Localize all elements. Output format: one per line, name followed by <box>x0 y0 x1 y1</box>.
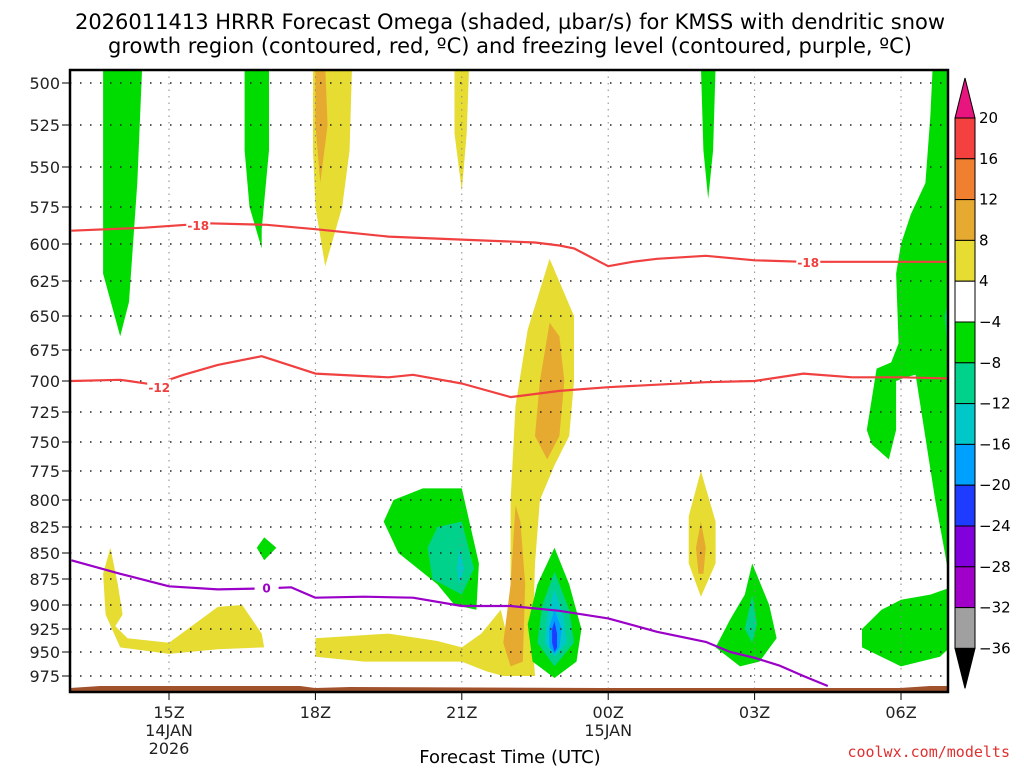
colorbar-label: −24 <box>979 517 1011 535</box>
colorbar-extend-bottom <box>954 647 976 689</box>
omega-cell-orange <box>696 521 706 574</box>
contour-label: 0 <box>262 581 270 595</box>
omega-cell-green <box>244 70 269 249</box>
y-tick-label: 500 <box>29 74 60 93</box>
omega-cell-green <box>256 537 277 561</box>
colorbar-label: −12 <box>979 395 1011 413</box>
colorbar-segment <box>954 362 976 405</box>
colorbar-segment <box>954 321 976 364</box>
omega-cell-teal <box>744 594 757 643</box>
y-tick-label: 650 <box>29 307 60 326</box>
x-tick-label: 15JAN <box>584 721 632 740</box>
contour-label-bg <box>796 253 821 269</box>
credit-link[interactable]: coolwx.com/modelts <box>847 743 1010 761</box>
y-tick-label: 925 <box>29 620 60 639</box>
omega-cell-green <box>862 588 948 667</box>
colorbar-segment <box>954 443 976 486</box>
colorbar-label: −20 <box>979 476 1011 494</box>
y-axis: 500 525 550 575 600 625 650 675 700 725 750 775 800 8… <box>29 74 70 686</box>
colorbar-label: −32 <box>979 599 1011 617</box>
y-tick-label: 550 <box>29 158 60 177</box>
colorbar-label: −36 <box>979 639 1011 657</box>
contour-label: -18 <box>187 219 209 233</box>
x-tick-label: 18Z <box>300 703 331 722</box>
plot-area: -18 -18 -12 0 <box>68 68 950 694</box>
y-tick-label: 875 <box>29 570 60 589</box>
colorbar-label: 12 <box>979 191 998 209</box>
omega-cell-green <box>866 70 948 572</box>
y-tick-label: 950 <box>29 643 60 662</box>
contour-label: -18 <box>797 256 819 270</box>
omega-lowlevel-yellow <box>103 547 265 654</box>
omega-cell-blue <box>552 621 557 652</box>
y-tick-label: 750 <box>29 433 60 452</box>
x-tick-label: 2026 <box>149 739 190 758</box>
x-tick-label: 14JAN <box>145 721 193 740</box>
x-tick-label: 00Z <box>593 703 624 722</box>
y-tick-label: 900 <box>29 596 60 615</box>
colorbar-segment <box>954 117 976 160</box>
omega-cell-green <box>103 70 143 337</box>
x-tick-label: 03Z <box>739 703 770 722</box>
colorbar-label: 20 <box>979 109 998 127</box>
y-tick-label: 975 <box>29 667 60 686</box>
contour-label-bg <box>254 579 279 595</box>
y-tick-label: 800 <box>29 491 60 510</box>
colorbar-segment <box>954 525 976 568</box>
omega-cell-teal <box>427 521 474 595</box>
colorbar-segment <box>954 280 976 323</box>
y-tick-label: 850 <box>29 544 60 563</box>
colorbar-label: −16 <box>979 435 1011 453</box>
x-tick-label: 06Z <box>885 703 916 722</box>
omega-cell-orange <box>315 70 328 183</box>
contour-label: -12 <box>148 381 170 395</box>
colorbar: 20 16 12 8 4 −4 −8 −12 −16 −20 −24 −28 −32 −36 <box>954 77 1011 689</box>
terrain-fill <box>70 686 948 692</box>
omega-cell-cyan <box>456 547 465 585</box>
y-tick-label: 825 <box>29 518 60 537</box>
colorbar-extend-top <box>954 77 976 119</box>
contour-line <box>71 355 948 399</box>
colorbar-label: −28 <box>979 558 1011 576</box>
contour-lines: -18 -18 -12 0 <box>71 216 948 688</box>
y-tick-label: 600 <box>29 235 60 254</box>
x-tick-label: 21Z <box>446 703 477 722</box>
contour-label-bg <box>147 379 172 395</box>
x-tick-label: 15Z <box>153 703 184 722</box>
y-tick-label: 525 <box>29 116 60 135</box>
contour-line <box>71 559 829 688</box>
omega-plume-orange <box>503 505 526 667</box>
terrain-surface <box>70 686 948 692</box>
chart-subtitle: growth region (contoured, red, ºC) and f… <box>108 34 912 58</box>
y-tick-label: 775 <box>29 462 60 481</box>
y-tick-label: 700 <box>29 372 60 391</box>
colorbar-label: 4 <box>979 272 989 290</box>
colorbar-segment <box>954 239 976 282</box>
x-axis-label: Forecast Time (UTC) <box>419 747 600 768</box>
colorbar-segment <box>954 484 976 527</box>
y-tick-label: 575 <box>29 198 60 217</box>
colorbar-segment <box>954 158 976 201</box>
colorbar-label: −4 <box>979 313 1001 331</box>
colorbar-segment <box>954 566 976 609</box>
omega-cell-yellow <box>454 70 469 191</box>
contour-label-bg <box>186 216 211 232</box>
y-tick-label: 625 <box>29 272 60 291</box>
colorbar-segment <box>954 403 976 445</box>
colorbar-segment <box>954 607 976 649</box>
chart-title: 2026011413 HRRR Forecast Omega (shaded, … <box>75 10 945 34</box>
y-tick-label: 675 <box>29 341 60 360</box>
colorbar-label: 16 <box>979 150 998 168</box>
colorbar-label: −8 <box>979 354 1001 372</box>
y-tick-label: 725 <box>29 403 60 422</box>
omega-cell-green <box>701 70 716 199</box>
omega-shading <box>103 70 948 678</box>
omega-cell-green <box>715 563 777 667</box>
colorbar-label: 8 <box>979 231 989 249</box>
omega-plume-yellow <box>315 258 574 676</box>
colorbar-segment <box>954 199 976 241</box>
